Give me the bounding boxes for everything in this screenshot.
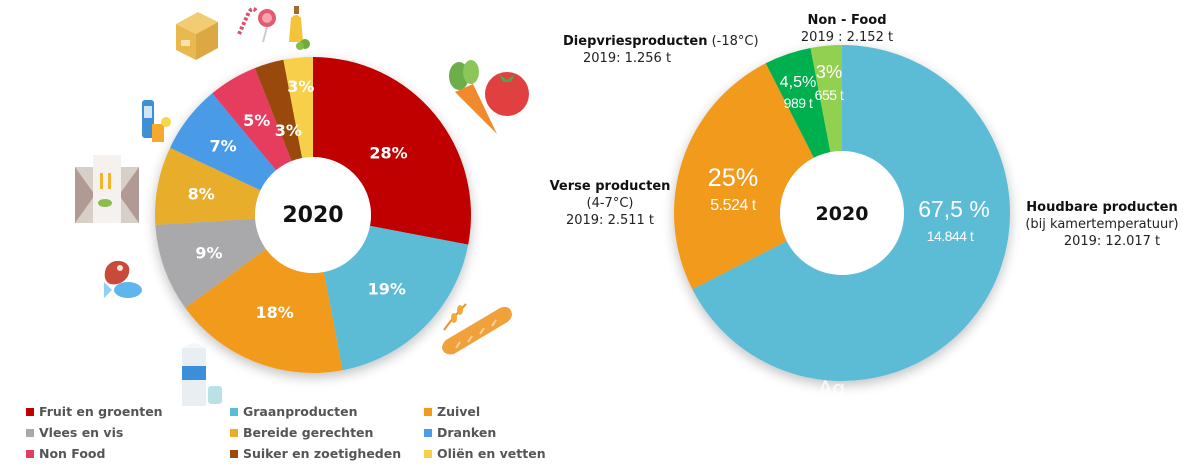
- drinks-icon: [142, 100, 171, 142]
- legend-label: Vlees en vis: [39, 425, 124, 440]
- legend-label: Dranken: [437, 425, 497, 440]
- right-donut-chart: [674, 45, 1010, 381]
- candy-icon: [237, 7, 276, 43]
- slice-non-food: [810, 45, 842, 153]
- annotation-diepvries-2019: 2019: 1.256 t: [583, 51, 672, 66]
- legend-item-olien-en-vetten: Oliën en vetten: [424, 444, 574, 463]
- annotation-houdbaar-temp: (bij kamertemperatuur): [1025, 217, 1179, 232]
- slice-percent-non-food: 3%: [816, 61, 843, 82]
- donut-hole: [780, 151, 904, 275]
- footer-fragment: Ag: [818, 376, 845, 401]
- slice-percent-verse-producten: 25%: [708, 164, 759, 192]
- legend-swatch: [26, 407, 34, 416]
- box-icon: [176, 12, 218, 60]
- meat-fish-icon: [104, 260, 142, 298]
- legend-label: Bereide gerechten: [243, 425, 374, 440]
- legend-swatch: [26, 428, 34, 437]
- vegetables-icon: [449, 60, 529, 134]
- annotation-nonfood: Non - Food 2019 : 2.152 t: [797, 12, 897, 46]
- annotation-vers: Verse producten (4-7°C) 2019: 2.511 t: [545, 178, 675, 229]
- annotation-diepvries: Diepvriesproducten (-18°C) 2019: 1.256 t: [563, 33, 759, 67]
- legend-label: Fruit en groenten: [39, 404, 163, 419]
- annotation-houdbaar-2019: 2019: 12.017 t: [1063, 234, 1161, 249]
- legend-item-fruit-en-groenten: Fruit en groenten: [26, 402, 230, 421]
- legend-label: Graanproducten: [243, 404, 358, 419]
- slice-label-vlees-en-vis: 9%: [195, 243, 222, 262]
- slice-percent-diepvriesproducten: 4,5%: [780, 73, 817, 91]
- milk-icon: [182, 342, 222, 406]
- right-center-label: 2020: [816, 203, 869, 225]
- slice-verse-producten: [674, 63, 814, 290]
- slice-tonnage-diepvriesproducten: 989 t: [784, 95, 813, 111]
- legend-label: Suiker en zoetigheden: [243, 446, 402, 461]
- legend-item-vlees-en-vis: Vlees en vis: [26, 423, 230, 442]
- legend-swatch: [230, 428, 238, 437]
- bread-icon: [442, 303, 512, 355]
- annotation-diepvries-title: Diepvriesproducten: [563, 34, 708, 49]
- right-donut-labels: 67,5 % 14.844 t 25% 5.524 t 4,5% 989 t3% 655 t: [708, 61, 990, 244]
- legend-label: Zuivel: [437, 404, 481, 419]
- slice-label-suiker-en-zoetigheden: 3%: [275, 121, 302, 140]
- slice-fruit-en-groenten: [313, 57, 471, 245]
- left-center-label: 2020: [282, 203, 343, 228]
- slice-olien-en-vetten: [283, 57, 313, 159]
- slice-label-dranken: 7%: [210, 136, 237, 155]
- legend-swatch: [424, 407, 432, 416]
- slice-dranken: [170, 93, 277, 191]
- annotation-vers-temp: (4-7°C): [586, 196, 634, 211]
- legend-swatch: [230, 449, 238, 458]
- legend-item-bereide-gerechten: Bereide gerechten: [230, 423, 424, 442]
- meal-bag-icon: [75, 155, 139, 223]
- legend-item-non-food: Non Food: [26, 444, 230, 463]
- slice-houdbare-producten: [692, 45, 1010, 381]
- left-donut-labels: 28% 19% 18% 9% 8% 7% 5% 3% 3%: [188, 77, 408, 322]
- slice-label-bereide-gerechten: 8%: [188, 185, 215, 204]
- slice-tonnage-verse-producten: 5.524 t: [710, 197, 756, 214]
- oil-bottle-icon: [289, 6, 310, 50]
- slice-zuivel: [185, 249, 343, 373]
- legend-swatch: [424, 428, 432, 437]
- slice-suiker-en-zoetigheden: [254, 59, 303, 162]
- legend-swatch: [424, 449, 432, 458]
- legend-item-graanproducten: Graanproducten: [230, 402, 424, 421]
- slice-non-food: [212, 68, 292, 171]
- slice-vlees-en-vis: [155, 218, 267, 308]
- annotation-diepvries-temp: (-18°C): [711, 34, 759, 49]
- annotation-nonfood-title: Non - Food: [807, 13, 887, 28]
- legend-item-zuivel: Zuivel: [424, 402, 574, 421]
- slice-graanproducten: [323, 225, 469, 371]
- legend-label: Non Food: [39, 446, 106, 461]
- annotation-vers-2019: 2019: 2.511 t: [565, 213, 655, 228]
- legend-item-suiker-en-zoetigheden: Suiker en zoetigheden: [230, 444, 424, 463]
- slice-label-fruit-en-groenten: 28%: [369, 144, 407, 163]
- legend-item-dranken: Dranken: [424, 423, 574, 442]
- slice-label-olien-en-vetten: 3%: [287, 77, 314, 96]
- slice-tonnage-houdbare-producten: 14.844 t: [927, 228, 974, 244]
- annotation-houdbaar: Houdbare producten (bij kamertemperatuur…: [1017, 199, 1187, 250]
- slice-label-zuivel: 18%: [255, 303, 293, 322]
- legend-label: Oliën en vetten: [437, 446, 546, 461]
- annotation-houdbaar-title: Houdbare producten: [1026, 200, 1178, 215]
- annotation-nonfood-2019: 2019 : 2.152 t: [800, 30, 894, 45]
- legend-swatch: [230, 407, 238, 416]
- slice-tonnage-non-food: 655 t: [815, 87, 844, 103]
- slice-label-non-food: 5%: [243, 111, 270, 130]
- slice-label-graanproducten: 19%: [368, 280, 406, 299]
- donut-hole: [255, 157, 371, 273]
- legend: Fruit en groenten Graanproducten Zuivel Vle…: [26, 402, 586, 463]
- annotation-vers-title: Verse producten: [549, 179, 671, 194]
- left-donut-chart: [155, 57, 471, 373]
- slice-bereide-gerechten: [155, 147, 261, 225]
- slice-diepvriesproducten: [765, 47, 831, 158]
- legend-swatch: [26, 449, 34, 458]
- slice-percent-houdbare-producten: 67,5 %: [918, 196, 990, 222]
